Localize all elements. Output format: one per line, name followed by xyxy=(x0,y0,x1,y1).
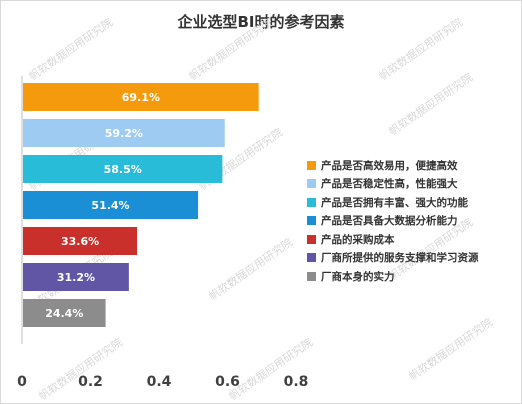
bar-data-label: 59.2% xyxy=(105,127,143,140)
legend-swatch xyxy=(307,179,316,189)
chart-title: 企业选型BI时的参考因素 xyxy=(177,13,345,31)
bar xyxy=(23,263,129,291)
bar xyxy=(23,119,225,147)
legend-swatch xyxy=(307,271,316,281)
bar-data-label: 33.6% xyxy=(61,235,99,248)
bar-data-label: 31.2% xyxy=(57,271,95,284)
bar xyxy=(23,83,259,111)
legend-label: 产品是否稳定性高，性能强大 xyxy=(321,178,458,191)
legend-item: 产品是否具备大数据分析能力 xyxy=(307,212,479,231)
legend-item: 产品的采购成本 xyxy=(307,230,479,249)
legend-item: 产品是否高效易用，便捷高效 xyxy=(307,156,479,175)
legend-item: 产品是否稳定性高，性能强大 xyxy=(307,175,479,194)
bar-data-label: 58.5% xyxy=(104,163,142,176)
legend-label: 产品是否拥有丰富、强大的功能 xyxy=(321,196,468,209)
legend-swatch xyxy=(307,197,316,207)
legend-label: 厂商本身的实力 xyxy=(321,270,395,283)
legend-item: 厂商本身的实力 xyxy=(307,267,479,286)
legend-label: 厂商所提供的服务支撑和学习资源 xyxy=(321,252,479,265)
legend-item: 产品是否拥有丰富、强大的功能 xyxy=(307,193,479,212)
bar xyxy=(23,227,138,255)
bar-data-label: 69.1% xyxy=(122,91,160,104)
legend-swatch xyxy=(307,216,316,226)
bar-data-label: 24.4% xyxy=(45,307,83,320)
legend-label: 产品的采购成本 xyxy=(321,233,395,246)
legend-item: 厂商所提供的服务支撑和学习资源 xyxy=(307,249,479,268)
bar xyxy=(23,155,223,183)
x-tick-label: 0 xyxy=(17,374,27,390)
x-tick-label: 0.4 xyxy=(147,374,172,390)
legend-swatch xyxy=(307,234,316,244)
x-tick-label: 0.8 xyxy=(284,374,309,390)
x-tick-label: 0.2 xyxy=(78,374,103,390)
bar-data-label: 51.4% xyxy=(91,199,129,212)
chart-legend: 产品是否高效易用，便捷高效 产品是否稳定性高，性能强大 产品是否拥有丰富、强大的功能… xyxy=(307,156,479,286)
legend-label: 产品是否具备大数据分析能力 xyxy=(321,215,458,228)
legend-swatch xyxy=(307,253,316,263)
bar xyxy=(23,299,106,327)
legend-label: 产品是否高效易用，便捷高效 xyxy=(321,159,458,172)
bar xyxy=(23,191,199,219)
x-tick-label: 0.6 xyxy=(215,374,240,390)
legend-swatch xyxy=(307,160,316,170)
